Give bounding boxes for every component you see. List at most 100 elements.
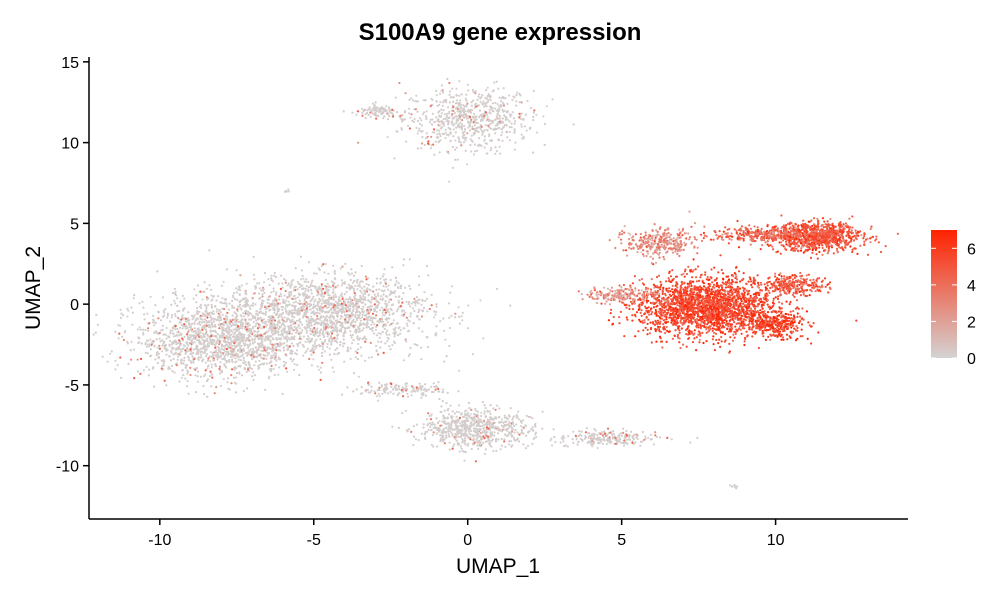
data-point: [286, 370, 289, 373]
data-point: [483, 423, 486, 426]
data-point: [394, 276, 397, 280]
data-point: [296, 363, 299, 366]
data-point: [494, 146, 497, 149]
data-point: [488, 439, 491, 442]
data-point: [422, 393, 425, 396]
data-point: [446, 417, 449, 420]
data-point: [405, 322, 408, 325]
data-point: [221, 302, 224, 305]
data-point: [165, 337, 168, 340]
data-point: [178, 339, 181, 342]
data-point: [297, 342, 300, 345]
data-point: [373, 104, 376, 107]
data-point: [400, 127, 403, 130]
data-point: [251, 314, 254, 317]
data-point: [443, 409, 446, 412]
data-point: [532, 111, 535, 114]
data-point: [360, 297, 363, 300]
data-point: [287, 190, 290, 193]
data-point: [248, 305, 251, 308]
data-point: [289, 290, 292, 294]
data-point: [342, 345, 345, 348]
data-point: [346, 386, 349, 389]
data-point: [218, 348, 221, 351]
data-point: [460, 106, 463, 109]
data-point: [348, 310, 351, 313]
data-point: [210, 305, 213, 308]
data-point: [340, 393, 344, 396]
data-point: [440, 127, 443, 130]
data-point: [332, 264, 335, 267]
data-point: [351, 320, 354, 323]
data-point: [230, 324, 233, 327]
data-point: [226, 377, 230, 380]
data-point: [205, 348, 208, 351]
data-point: [459, 99, 462, 102]
data-point: [240, 344, 243, 347]
data-point: [401, 114, 404, 117]
data-point: [390, 382, 393, 386]
data-point: [294, 267, 297, 270]
data-point: [280, 316, 283, 319]
data-point: [270, 357, 273, 360]
data-point: [325, 325, 328, 328]
data-point: [294, 297, 297, 300]
data-point: [215, 349, 218, 352]
data-point: [425, 110, 428, 113]
data-point: [165, 326, 168, 330]
data-point: [308, 324, 311, 328]
data-point: [511, 111, 514, 114]
data-point: [354, 356, 357, 359]
data-point: [421, 330, 424, 333]
data-point: [448, 441, 451, 444]
data-point: [479, 97, 482, 100]
data-point: [152, 321, 155, 324]
data-point: [383, 109, 386, 112]
data-point: [425, 336, 428, 339]
data-point: [480, 432, 483, 435]
data-point: [412, 321, 415, 325]
data-point: [242, 335, 245, 339]
data-point: [413, 117, 416, 121]
data-point: [255, 312, 258, 315]
data-point: [460, 144, 463, 147]
data-point: [120, 312, 123, 315]
data-point: [189, 366, 192, 369]
data-point: [156, 346, 159, 349]
data-point: [393, 292, 396, 295]
data-point: [312, 358, 315, 361]
data-point: [214, 331, 217, 334]
data-point: [364, 359, 367, 362]
data-point: [379, 332, 382, 335]
data-point: [324, 310, 328, 313]
data-point: [460, 93, 463, 96]
data-point: [282, 299, 285, 302]
data-point: [304, 340, 307, 343]
data-point: [418, 318, 421, 321]
data-point: [402, 264, 405, 267]
data-point: [305, 326, 309, 330]
data-point: [281, 333, 284, 336]
data-point: [204, 361, 207, 364]
data-point: [501, 108, 504, 111]
data-point: [484, 111, 488, 114]
data-point: [383, 268, 386, 271]
data-point: [117, 337, 120, 340]
data-point: [500, 120, 503, 123]
data-point: [414, 108, 417, 111]
data-point: [162, 364, 166, 367]
data-point: [463, 113, 466, 116]
data-point: [384, 324, 387, 327]
data-point: [508, 420, 511, 423]
data-point: [497, 432, 500, 435]
data-point: [255, 310, 258, 313]
data-point: [106, 360, 109, 363]
data-point: [474, 440, 477, 443]
data-point: [418, 308, 421, 311]
data-point: [284, 289, 287, 293]
data-point: [467, 108, 470, 111]
data-point: [163, 333, 166, 336]
data-point: [223, 317, 226, 320]
data-point: [263, 362, 266, 365]
data-point: [421, 113, 425, 116]
